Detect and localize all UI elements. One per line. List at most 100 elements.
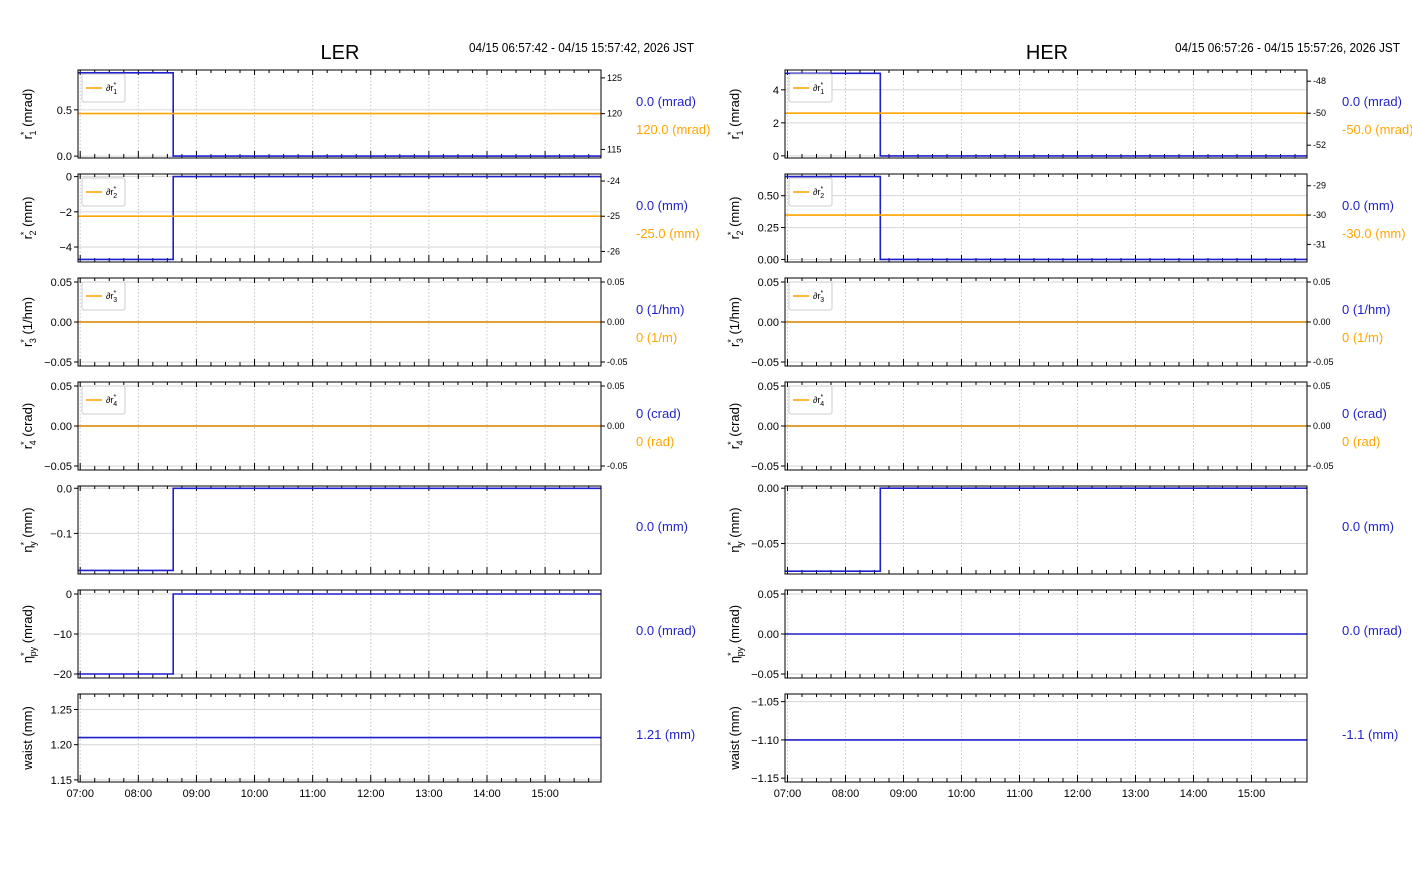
ler-panel-2-frame — [77, 173, 602, 263]
her-panel-3-legend-box — [788, 281, 833, 311]
her-panel-2: 0.50 0.25 0.00 -29 -30 -31 r*2 (mm) ∂r* 2 0.0 (mm… — [726, 173, 1406, 266]
ler-panel-1: 0.0 0.5 115 120 125 r*1 (mrad) ∂r* 1 0.0 (mrad) 1… — [19, 69, 710, 163]
her-panel-2-value-orange: -30.0 (mm) — [1342, 226, 1406, 241]
ler-panel-5-ylabel: η*y (mm) — [19, 507, 38, 552]
ler-panel-7-xtick-label-11-00: 11:00 — [299, 788, 326, 800]
ler-panel-1-legend-label: ∂r* 1 — [106, 82, 117, 96]
her-panel-3-y2tick-label: 0.05 — [1313, 277, 1331, 287]
her-panel-4-ytick-label: 0.00 — [758, 421, 779, 433]
ler-panel-4-legend-box — [81, 385, 126, 415]
ler-panel-3-y2tick-label: -0.05 — [607, 357, 628, 367]
her-panel-2-ytick-label: 0.50 — [758, 191, 779, 203]
her-panel-7-value-blue: -1.1 (mm) — [1342, 727, 1398, 742]
her-panel-7-xtick-label-09-00: 09:00 — [890, 788, 918, 800]
ler-panel-4-value-blue: 0 (crad) — [636, 406, 681, 421]
her-panel-2-y2tick-label: -29 — [1313, 181, 1326, 191]
ler-panel-3-ytick-label: 0.00 — [51, 317, 72, 329]
ler-panel-3-y2tick-label: 0.05 — [607, 277, 625, 287]
her-panel-5-ylabel: η*y (mm) — [726, 507, 745, 552]
ler-panel-1-ytick-label: 0.5 — [57, 105, 72, 117]
her-panel-3: 0.05 0.00 −0.05 0.05 0.00 -0.05 r*3 (1/hm) ∂r* 3… — [726, 277, 1390, 369]
her-panel-6-ytick-label: 0.00 — [758, 629, 779, 641]
her-panel-7-ytick-label: −1.05 — [751, 697, 779, 709]
her-panel-1-frame — [784, 69, 1308, 159]
ler-panel-6-series-blue-line — [78, 593, 601, 675]
her-panel-1-ytick-label: 2 — [773, 118, 779, 130]
ler-panel-2-value-orange: -25.0 (mm) — [636, 226, 700, 241]
ler-panel-3-value-blue: 0 (1/hm) — [636, 302, 684, 317]
her-panel-3-ytick-label: −0.05 — [751, 357, 779, 369]
ler-panel-6: 0 −10 −20 η*py (mrad) 0.0 (mrad) — [19, 589, 696, 681]
ler-panel-6-ytick-label: −20 — [53, 669, 72, 681]
her-panel-1-ytick-label: 0 — [773, 151, 779, 163]
ler-panel-1-ylabel: r*1 (mrad) — [19, 89, 38, 140]
ler-panel-5-ytick-label: 0.0 — [57, 483, 72, 495]
her-panel-7-xtick-label-11-00: 11:00 — [1006, 788, 1033, 800]
her-column-title: HER — [1026, 42, 1068, 64]
ler-panel-7-ylabel: waist (mm) — [20, 706, 35, 771]
ler-panel-6-ytick-label: 0 — [66, 589, 72, 601]
ler-panel-6-ylabel: η*py (mrad) — [19, 605, 38, 663]
ler-panel-7-xtick-label-12-00: 12:00 — [357, 788, 385, 800]
her-panel-7-xtick-label-14-00: 14:00 — [1180, 788, 1208, 800]
ler-panel-4-value-orange: 0 (rad) — [636, 434, 674, 449]
her-panel-5-ytick-label: 0.00 — [758, 483, 779, 495]
ler-column-title: LER — [321, 42, 360, 64]
her-panel-7-xtick-label-13-00: 13:00 — [1122, 788, 1150, 800]
her-panel-6: 0.05 0.00 −0.05 η*py (mrad) 0.0 (mrad) — [726, 589, 1402, 681]
ler-panel-1-y2tick-label: 115 — [607, 144, 621, 154]
her-panel-2-legend-box — [788, 177, 833, 207]
her-panel-1-ytick-label: 4 — [773, 85, 779, 97]
her-panel-7-xtick-label-15-00: 15:00 — [1238, 788, 1266, 800]
her-panel-1-legend-label: ∂r* 1 — [813, 82, 824, 96]
her-panel-2-value-blue: 0.0 (mm) — [1342, 198, 1394, 213]
ler-panel-3-ytick-label: −0.05 — [44, 357, 72, 369]
her-panel-1-y2tick-label: -50 — [1313, 108, 1326, 118]
ler-panel-1-ytick-label: 0.0 — [57, 151, 72, 163]
her-time-range: 04/15 06:57:26 - 04/15 15:57:26, 2026 JS… — [1175, 40, 1400, 55]
ler-panel-2-legend-label: ∂r* 2 — [106, 186, 117, 200]
her-panel-4-legend-box — [788, 385, 833, 415]
ler-panel-4-ytick-label: 0.05 — [51, 381, 72, 393]
ler-time-range: 04/15 06:57:42 - 04/15 15:57:42, 2026 JS… — [469, 40, 694, 55]
her-panel-1-y2tick-label: -52 — [1313, 140, 1326, 150]
her-panel-3-y2tick-label: -0.05 — [1313, 357, 1334, 367]
ler-panel-1-legend-box — [81, 73, 126, 103]
ler-panel-3-ytick-label: 0.05 — [51, 277, 72, 289]
her-panel-5-ytick-label: −0.05 — [751, 539, 779, 551]
ler-panel-7-ytick-label: 1.25 — [51, 704, 72, 716]
ler-panel-4-ytick-label: −0.05 — [44, 461, 72, 473]
ler-panel-7-ytick-label: 1.15 — [51, 775, 72, 787]
her-panel-2-ylabel: r*2 (mm) — [726, 197, 745, 240]
her-panel-7-ytick-label: −1.15 — [751, 773, 779, 785]
her-panel-1: 4 2 0 -48 -50 -52 r*1 (mrad) ∂r* 1 0.0 (mrad) -50.… — [726, 69, 1412, 163]
ler-panel-7-xtick-label-08-00: 08:00 — [125, 788, 153, 800]
her-panel-2-series-blue-line — [785, 175, 1307, 261]
ler-panel-4-y2tick-label: 0.05 — [607, 381, 625, 391]
ler-panel-3-legend-box — [81, 281, 126, 311]
her-panel-4-ylabel: r*4 (crad) — [726, 403, 745, 449]
ler-panel-2-legend-box — [81, 177, 126, 207]
ler-panel-4-y2tick-label: -0.05 — [607, 461, 628, 471]
her-panel-6-ytick-label: 0.05 — [758, 589, 779, 601]
her-panel-3-ytick-label: 0.00 — [758, 317, 779, 329]
ler-panel-7-value-blue: 1.21 (mm) — [636, 727, 695, 742]
her-panel-2-y2tick-label: -30 — [1313, 210, 1326, 220]
ler-panel-2-ytick-label: −4 — [59, 242, 72, 254]
ler-panel-4: 0.05 0.00 −0.05 0.05 0.00 -0.05 r*4 (crad) ∂r* 4… — [19, 381, 681, 473]
her-panel-1-legend-box — [788, 73, 833, 103]
her-panel-2-frame — [784, 173, 1308, 263]
her-panel-3-y2tick-label: 0.00 — [1313, 317, 1331, 327]
ler-panel-4-ytick-label: 0.00 — [51, 421, 72, 433]
ler-panel-2-y2tick-label: -24 — [607, 176, 620, 186]
ler-panel-7-xtick-label-15-00: 15:00 — [531, 788, 559, 800]
ler-panel-3-y2tick-label: 0.00 — [607, 317, 625, 327]
her-panel-4-y2tick-label: 0.00 — [1313, 421, 1331, 431]
ler-panel-1-value-blue: 0.0 (mrad) — [636, 94, 696, 109]
her-panel-7-xtick-label-10-00: 10:00 — [948, 788, 976, 800]
her-panel-1-y2tick-label: -48 — [1313, 76, 1326, 86]
her-panel-7-ytick-label: −1.10 — [751, 735, 779, 747]
her-panel-4-value-blue: 0 (crad) — [1342, 406, 1387, 421]
